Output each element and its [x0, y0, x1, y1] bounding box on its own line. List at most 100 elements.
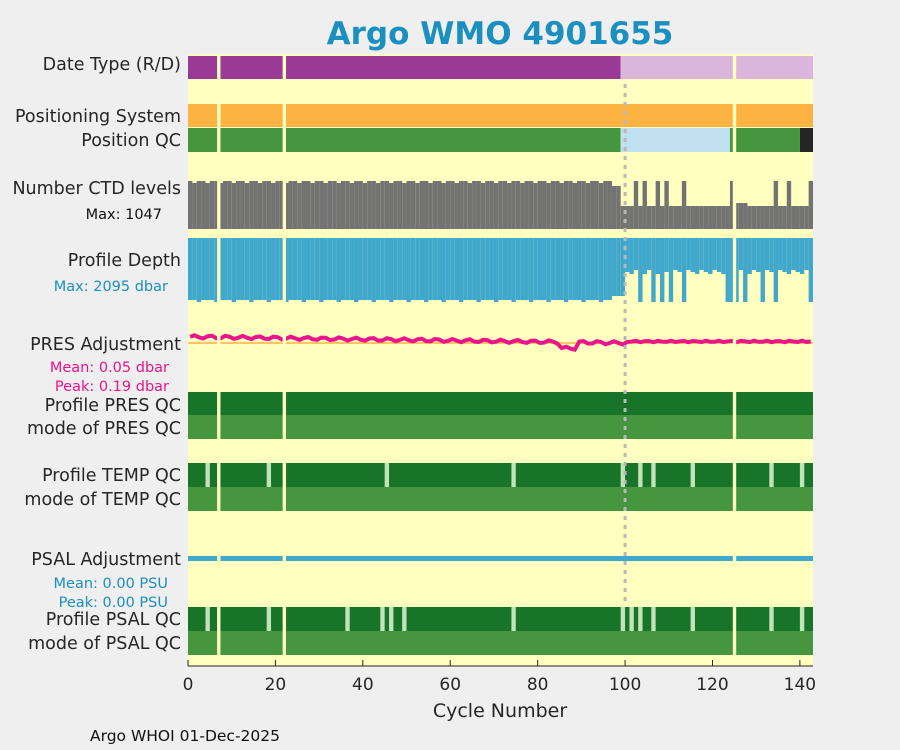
profile-depth-bar [266, 238, 272, 302]
profile-depth-bar [725, 238, 730, 302]
profile-depth-bar [336, 238, 341, 302]
profile-depth-bar [389, 238, 394, 302]
ctd-levels-bar [314, 181, 320, 229]
profile-depth-bar [520, 238, 525, 300]
psal-qc-flag [629, 607, 634, 631]
ctd-levels-bar [480, 183, 486, 229]
missing-cycle-gaps [217, 54, 737, 666]
ctd-levels-bar [476, 181, 481, 229]
profile-depth-bar [721, 238, 726, 274]
psal-mean-label: Mean: 0.00 PSU [54, 576, 168, 592]
profile-depth-bar [607, 238, 612, 300]
ctd-levels-bar [432, 181, 438, 229]
ctd-levels-bar [188, 181, 193, 229]
profile-depth-bar [222, 238, 228, 300]
x-tick-label: 80 [527, 675, 549, 695]
profile-depth-bar [253, 238, 258, 300]
label-mode-temp-qc: mode of TEMP QC [24, 490, 181, 510]
mode-temp-qc-bar [188, 487, 813, 511]
profile-depth-bar [594, 238, 599, 300]
profile-depth-bar [441, 238, 446, 302]
profile-depth-bar [764, 238, 770, 270]
psal-qc-flag [345, 607, 350, 631]
psal-qc-flag [620, 607, 626, 631]
profile-depth-bar [323, 238, 328, 300]
ctd-levels-bar [336, 183, 341, 229]
x-tick-label: 20 [265, 675, 287, 695]
psal-qc-flag [266, 607, 272, 631]
ctd-levels-bar [445, 181, 451, 229]
ctd-levels-bar [218, 183, 223, 229]
position-qc-segment [188, 128, 621, 152]
temp-qc-flag [620, 463, 626, 487]
profile-depth-bar [625, 238, 630, 272]
ctd-levels-bar [410, 181, 416, 229]
ctd-levels-bar [323, 183, 328, 229]
profile-depth-bar [760, 238, 765, 302]
footer-text: Argo WHOI 01-Dec-2025 [90, 727, 280, 745]
profile-depth-bar [782, 238, 787, 272]
temp-qc-flag [651, 463, 656, 487]
ctd-levels-bar [406, 181, 411, 229]
profile-depth-bar [406, 238, 411, 302]
ctd-levels-bar [795, 206, 800, 229]
profile-depth-bar [712, 238, 717, 270]
profile-depth-bar [279, 238, 285, 300]
profile-depth-bar [681, 238, 687, 302]
ctd-levels-bar [764, 206, 770, 229]
profile-depth-bar [808, 238, 813, 302]
profile-depth-bar [327, 238, 333, 300]
profile-depth-bar [314, 238, 320, 300]
ctd-levels-bar [668, 206, 674, 229]
ctd-levels-bar [690, 206, 695, 229]
chart-title: Argo WMO 4901655 [327, 16, 674, 52]
temp-qc-flag [266, 463, 272, 487]
ctd-levels-bar [209, 181, 215, 229]
ctd-levels-bar [515, 181, 521, 229]
pres-peak-label: Peak: 0.19 dbar [55, 379, 169, 395]
ctd-levels-bar [721, 206, 726, 229]
profile-depth-bar [769, 238, 774, 272]
ctd-levels-bar [345, 181, 350, 229]
ctd-levels-bar [773, 181, 779, 229]
profile-depth-bar [550, 238, 556, 300]
ctd-levels-bar [651, 206, 656, 229]
profile-depth-bar [354, 238, 359, 302]
x-tick-label: 100 [609, 675, 641, 695]
profile-depth-bar [498, 238, 503, 300]
profile-depth-bar [192, 238, 197, 300]
ctd-levels-bar [301, 181, 307, 229]
ctd-levels-bar [428, 183, 433, 229]
ctd-levels-bar [646, 206, 652, 229]
x-tick-label: 60 [439, 675, 461, 695]
x-axis-label: Cycle Number [433, 700, 567, 722]
ctd-levels-bar [738, 203, 744, 229]
ctd-levels-bar [240, 181, 245, 229]
profile-depth-bar [445, 238, 451, 300]
label-profile-psal-qc: Profile PSAL QC [46, 610, 181, 630]
profile-depth-bar [428, 238, 433, 300]
profile-depth-bar [415, 238, 420, 300]
ctd-levels-bar [288, 181, 293, 229]
ctd-levels-bar [201, 181, 206, 229]
ctd-levels-bar [511, 181, 516, 229]
profile-depth-bar [729, 238, 735, 302]
ctd-levels-bar [310, 183, 315, 229]
temp-qc-flag [638, 463, 643, 487]
x-tick-label: 0 [183, 675, 194, 695]
profile-depth-bar [349, 238, 355, 300]
ctd-levels-bar [743, 203, 748, 229]
profile-depth-bar [196, 238, 202, 302]
ctd-levels-bar [437, 181, 442, 229]
ctd-levels-bar [463, 181, 468, 229]
mode-psal-qc-bar [188, 631, 813, 655]
ctd-levels-bar [716, 206, 722, 229]
ctd-levels-bar [607, 181, 612, 229]
ctd-levels-bar [791, 206, 796, 229]
ctd-levels-bar [458, 181, 464, 229]
x-axis: 0 20 40 60 80 100 120 140 [183, 660, 816, 695]
profile-depth-bar [734, 238, 739, 302]
profile-depth-bar [358, 238, 363, 300]
ctd-levels-bar [747, 206, 752, 229]
pres-adjustment-line [189, 333, 812, 353]
